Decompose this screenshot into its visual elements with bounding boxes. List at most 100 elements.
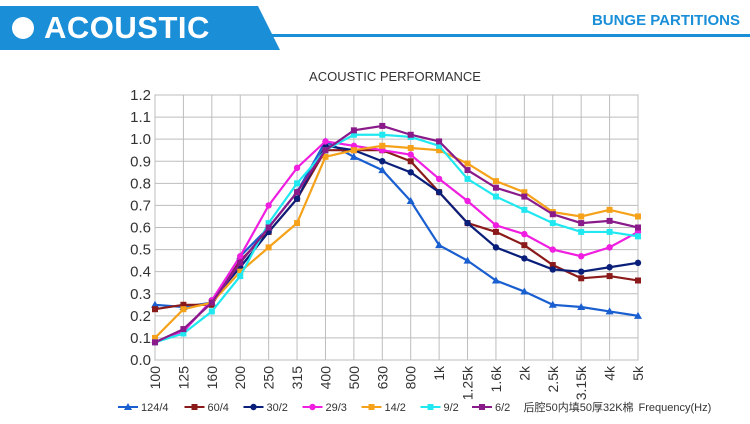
series-9-2 [152,131,641,346]
data-point [294,220,301,227]
data-point [265,202,272,209]
data-point [492,193,499,200]
data-point [605,307,614,315]
data-point [435,241,444,249]
legend-label: 29/3 [326,402,347,414]
y-tick-label: 0.8 [130,175,151,192]
data-point [520,287,529,295]
header-bullet-icon [12,17,34,39]
data-point [634,259,642,267]
data-point [180,330,187,337]
data-point [435,188,443,196]
data-point [237,268,244,275]
y-tick-label: 1.2 [130,87,151,104]
data-point [191,404,198,410]
x-tick-label: 160 [204,366,220,390]
data-point [549,220,556,227]
data-point [479,404,485,410]
legend-label: 9/2 [444,402,459,414]
data-point [208,308,215,315]
series-30-2 [151,142,642,346]
data-point [294,180,301,187]
y-tick-label: 0.0 [130,352,151,369]
y-tick-label: 0.7 [130,197,151,214]
legend-entry: 9/2 [420,402,459,414]
y-tick-label: 0.5 [130,242,151,259]
data-point [379,131,386,138]
data-point [368,404,375,410]
x-tick-label: 200 [232,366,248,390]
data-point [152,306,158,313]
chart-title: ACOUSTIC PERFORMANCE [309,69,481,84]
data-point [521,206,528,213]
data-point [635,213,641,220]
legend-label: 14/2 [385,402,406,414]
data-point [379,158,386,165]
data-point [635,224,641,231]
legend-note: 后腔50内填50厚32K棉 [524,400,634,414]
data-point [548,300,557,308]
legend-entry: 6/2 [472,402,510,414]
series-line [154,124,639,344]
data-point [492,222,500,229]
data-point [606,206,613,213]
x-tick-label: 1.25k [460,365,476,400]
data-point [577,303,586,310]
data-point [464,219,471,227]
data-point [577,253,585,260]
brand-label: BUNGE PARTITIONS [591,12,740,29]
page-title: ACOUSTIC [44,10,210,45]
x-tick-label: 500 [346,366,362,390]
data-point [549,266,556,273]
data-point [180,306,187,313]
x-tick-label: 2k [516,365,532,381]
data-point [407,169,414,176]
x-tick-label: 2.5k [545,365,561,392]
y-tick-label: 1.0 [130,131,151,148]
data-point [464,167,471,174]
header-band: ACOUSTIC BUNGE PARTITIONS [0,0,750,62]
y-tick-label: 0.2 [130,308,151,325]
data-point [549,211,556,218]
acoustic-chart: ACOUSTIC PERFORMANCE 0.0 0.1 0.2 0.3 0.4 0.5 0… [118,69,711,414]
x-tick-label: 3.15k [573,365,589,400]
legend-label: 6/2 [495,402,510,414]
data-point [549,246,556,253]
data-point [463,256,472,264]
data-point [350,147,357,154]
data-point [577,268,585,275]
data-point [492,244,500,251]
series-14-2 [152,142,641,341]
data-point [635,277,641,284]
data-point [322,153,329,160]
data-point [208,299,215,306]
data-point [521,255,528,262]
data-point [436,142,443,149]
data-point [152,339,158,346]
data-point [350,127,357,134]
x-tick-label: 1k [431,365,447,381]
x-tick-label: 5k [630,365,646,381]
data-point [464,160,471,167]
series-line [154,140,639,344]
data-point [578,213,585,220]
data-point [606,228,613,235]
data-point [406,197,415,204]
series-6-2 [152,122,641,346]
data-point [237,273,244,280]
data-point [492,178,499,185]
legend-entry: 14/2 [361,402,406,414]
data-point [379,122,386,129]
data-point [180,326,187,333]
data-point [407,151,414,158]
x-tick-label: 800 [403,366,419,390]
legend-entry: 60/4 [184,402,229,414]
data-point [407,145,414,151]
data-point [464,197,471,205]
data-point [265,224,272,231]
series-line [154,144,639,344]
y-tick-label: 0.9 [130,153,151,170]
data-point [407,158,414,165]
data-point [322,138,329,145]
data-point [521,242,528,249]
